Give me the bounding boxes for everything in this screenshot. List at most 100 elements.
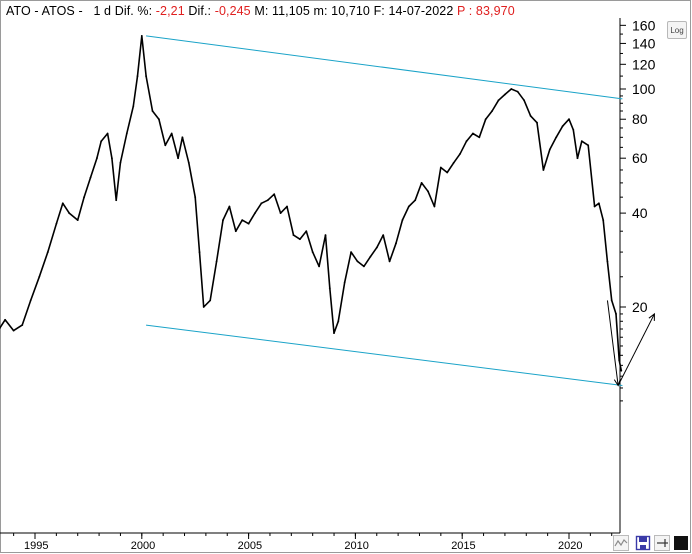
arrow-line[interactable] xyxy=(617,313,655,386)
price-point xyxy=(388,260,391,263)
price-point xyxy=(115,199,118,202)
zigzag-icon[interactable] xyxy=(613,535,629,551)
dif-pct-value: -2,21 xyxy=(155,4,185,18)
price-point xyxy=(497,99,500,102)
channel-lower-line[interactable] xyxy=(146,324,623,387)
price-point xyxy=(572,128,575,131)
price-point xyxy=(491,110,493,112)
y-tick-label: 60 xyxy=(632,150,648,166)
price-point xyxy=(151,110,154,112)
log-scale-button[interactable]: Log xyxy=(667,21,687,39)
price-point xyxy=(407,205,410,208)
price-point xyxy=(610,299,613,302)
x-tick-label: 2005 xyxy=(238,540,262,552)
price-point xyxy=(414,199,417,202)
price-point xyxy=(606,260,609,263)
price-point xyxy=(484,118,487,121)
max-label: M: xyxy=(254,4,269,18)
price-point xyxy=(194,196,197,199)
price-point xyxy=(198,251,201,254)
price-point xyxy=(602,219,605,222)
price-point xyxy=(215,260,218,263)
price-point xyxy=(328,287,331,289)
price-point xyxy=(241,219,244,222)
price-point xyxy=(439,166,442,169)
price-point xyxy=(46,251,49,254)
price-point xyxy=(363,265,365,268)
price-point xyxy=(68,212,71,215)
price-point xyxy=(598,202,600,205)
price-point xyxy=(145,75,148,77)
price-label: P : xyxy=(456,4,473,18)
price-point xyxy=(459,152,461,155)
price-point xyxy=(311,251,314,254)
price-point xyxy=(187,161,190,164)
price-point xyxy=(12,329,15,332)
price-point xyxy=(202,306,205,308)
price-point xyxy=(38,275,41,278)
price-point xyxy=(580,140,583,143)
x-tick-label: 2010 xyxy=(344,540,368,552)
price-point xyxy=(100,140,103,143)
price-point xyxy=(420,182,423,184)
price-point xyxy=(247,222,250,225)
price-point xyxy=(555,136,558,139)
price-point xyxy=(542,169,545,171)
price-point xyxy=(76,219,79,222)
price-point xyxy=(299,238,301,241)
price-point xyxy=(136,75,139,77)
price-point xyxy=(318,265,320,268)
arrow-line[interactable] xyxy=(606,300,619,386)
price-point xyxy=(568,118,570,121)
price-point xyxy=(452,161,455,164)
price-point xyxy=(433,205,436,208)
symbol-code: ATO xyxy=(6,4,31,18)
price-point xyxy=(209,299,212,302)
price-point xyxy=(61,202,64,205)
price-point xyxy=(254,212,256,215)
square-icon[interactable] xyxy=(673,535,689,551)
price-point xyxy=(55,222,58,225)
price-point xyxy=(375,246,378,249)
price-point xyxy=(350,251,352,254)
save-icon[interactable] xyxy=(635,535,651,551)
price-point xyxy=(29,299,32,302)
projection-arrows[interactable] xyxy=(606,300,655,387)
max-value: 11,105 xyxy=(271,4,310,18)
symbol-name: ATOS xyxy=(41,4,75,18)
price-point xyxy=(523,99,525,102)
price-point xyxy=(286,205,288,208)
price-point xyxy=(140,35,143,37)
x-axis: 1995 2000 2005 2010 2015 2020 xyxy=(13,533,613,552)
price-point xyxy=(305,230,308,233)
price-point xyxy=(618,359,621,362)
price-point xyxy=(510,88,513,90)
price-point xyxy=(266,199,269,202)
y-tick-label: 140 xyxy=(632,35,656,51)
price-point xyxy=(292,234,295,237)
y-tick-label: 40 xyxy=(632,205,648,221)
y-tick-label: 160 xyxy=(632,17,656,33)
pin-icon[interactable] xyxy=(654,535,670,551)
x-tick-label: 2020 xyxy=(558,540,582,552)
price-value: 83,970 xyxy=(475,4,515,18)
price-point xyxy=(427,190,429,193)
price-point xyxy=(536,121,538,124)
price-point xyxy=(369,255,372,258)
price-point xyxy=(395,242,397,245)
trend-channel[interactable] xyxy=(146,35,623,387)
price-point xyxy=(561,125,564,128)
price-point xyxy=(260,202,263,205)
price-point xyxy=(343,281,346,284)
price-point xyxy=(158,118,160,121)
price-point xyxy=(576,157,579,160)
price-point xyxy=(125,132,128,135)
y-axis: 160 140 120 100 80 60 40 20 xyxy=(620,17,656,402)
price-point xyxy=(279,212,282,215)
price-point xyxy=(132,105,135,108)
x-tick-label: 1995 xyxy=(24,540,48,552)
price-point xyxy=(21,324,24,326)
channel-upper-line[interactable] xyxy=(146,35,623,100)
